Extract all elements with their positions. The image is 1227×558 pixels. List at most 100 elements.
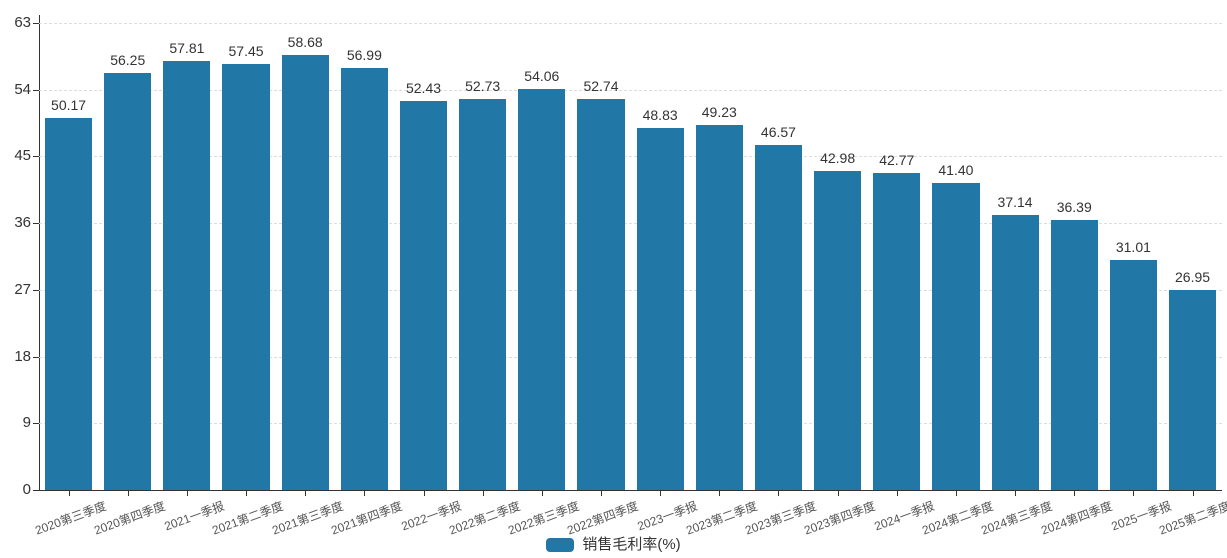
bar-slot: 57.81 2021一季报 [157, 23, 227, 533]
x-axis-tick [719, 490, 721, 496]
bar[interactable] [459, 99, 507, 490]
bar-slot: 31.01 2025一季报 [1104, 23, 1173, 533]
y-axis-tick [33, 223, 39, 225]
y-axis-tick [33, 423, 39, 425]
legend-swatch [546, 538, 575, 552]
y-axis-tick [33, 89, 39, 91]
bar[interactable] [104, 73, 152, 490]
bar[interactable] [1109, 260, 1157, 490]
bar-slot: 52.43 2022一季报 [394, 23, 463, 533]
bar-slot: 50.17 2020第三季度 [33, 23, 108, 537]
x-axis-tick [68, 490, 70, 496]
x-axis-tick [896, 490, 898, 496]
bar-value-label: 57.45 [228, 43, 264, 60]
bar-value-label: 57.81 [169, 40, 205, 57]
bar-slot: 57.45 2021第二季度 [211, 23, 286, 537]
x-axis-tick [600, 490, 602, 496]
x-axis-tick [541, 490, 543, 496]
bar[interactable] [340, 67, 388, 490]
y-axis-tick [33, 156, 39, 158]
bar[interactable] [991, 214, 1039, 490]
bar[interactable] [1050, 220, 1098, 490]
x-axis-tick [364, 490, 366, 496]
bar-value-label: 52.73 [465, 78, 501, 95]
y-axis-tick [33, 490, 39, 491]
gridline [39, 289, 1222, 291]
bar-slot: 46.57 2023第三季度 [743, 23, 818, 538]
bar-value-label: 52.74 [583, 78, 619, 95]
y-axis-line [39, 15, 40, 490]
bar-slot: 56.99 2021第四季度 [329, 23, 404, 538]
y-axis-label: 0 [22, 481, 31, 498]
x-axis-tick [837, 490, 839, 496]
bar[interactable] [163, 61, 211, 490]
x-axis-tick [1192, 490, 1194, 496]
bar-value-label: 49.23 [701, 104, 737, 121]
bar-value-label: 56.99 [346, 46, 382, 63]
bars-container: 50.17 2020第三季度 56.25 2020第四季度 57.81 2021一季报 57… [33, 23, 1227, 538]
bar[interactable] [814, 171, 862, 490]
bar-value-label: 52.43 [405, 80, 442, 97]
bar[interactable] [1168, 290, 1217, 490]
bar-value-label: 31.01 [1115, 239, 1151, 256]
legend-label: 销售毛利率(%) [582, 536, 681, 553]
legend-item-gross-margin[interactable]: 销售毛利率(%) [0, 534, 1227, 556]
x-axis-tick [186, 490, 188, 496]
x-axis-tick [423, 490, 425, 496]
bar-slot: 41.40 2024第二季度 [920, 23, 995, 537]
bar-value-label: 46.57 [760, 123, 796, 140]
bar[interactable] [281, 55, 329, 490]
x-axis-tick [127, 490, 129, 496]
plot-area: 50.17 2020第三季度 56.25 2020第四季度 57.81 2021一季报 57… [33, 23, 1227, 538]
bar-slot: 48.83 2023一季报 [631, 23, 700, 533]
bar[interactable] [45, 118, 93, 490]
bar-value-label: 42.98 [820, 150, 856, 167]
bar-slot: 26.95 2025第二季度 [1157, 23, 1227, 537]
y-axis-label: 54 [14, 80, 31, 98]
x-axis-tick [1074, 490, 1076, 496]
bar-slot: 36.39 2024第四季度 [1039, 23, 1114, 537]
bar[interactable] [932, 183, 980, 490]
bar-slot: 42.98 2023第四季度 [802, 23, 877, 537]
y-axis-tick [33, 356, 39, 358]
bar[interactable] [518, 89, 566, 490]
gridline [39, 223, 1222, 225]
y-axis-tick [33, 289, 39, 291]
x-axis-tick [778, 490, 780, 496]
bar-value-label: 48.83 [642, 107, 678, 124]
y-axis-label: 36 [14, 214, 31, 232]
y-axis-label: 9 [22, 414, 31, 432]
bar[interactable] [873, 172, 921, 490]
bar-value-label: 42.77 [879, 151, 915, 168]
bar[interactable] [399, 101, 448, 490]
bar-slot: 49.23 2023第二季度 [684, 23, 759, 538]
y-axis-tick [33, 23, 39, 24]
bar-value-label: 37.14 [997, 193, 1033, 210]
bar-slot: 56.25 2020第四季度 [92, 23, 167, 538]
bar-value-label: 26.95 [1175, 269, 1211, 286]
bar-value-label: 58.68 [287, 34, 323, 51]
bar-slot: 58.68 2021第三季度 [270, 23, 345, 538]
x-axis-tick [955, 490, 957, 496]
bar[interactable] [636, 128, 684, 490]
x-axis-tick [1133, 490, 1135, 496]
gridline [39, 23, 1222, 24]
bar-slot: 52.73 2022第二季度 [447, 23, 522, 537]
bar-value-label: 54.06 [524, 68, 560, 85]
bar-slot: 42.77 2024一季报 [867, 23, 937, 534]
x-axis-line [39, 490, 1222, 491]
bar-value-label: 50.17 [51, 97, 87, 114]
x-axis-tick [1015, 490, 1017, 496]
bar[interactable] [222, 64, 270, 490]
gridline [39, 423, 1222, 425]
bar[interactable] [754, 144, 803, 490]
x-axis-tick [246, 490, 248, 496]
gridline [39, 89, 1222, 91]
x-axis-tick [660, 490, 662, 496]
bar-value-label: 36.39 [1056, 199, 1092, 216]
bar-slot: 37.14 2024第三季度 [980, 23, 1055, 538]
bar[interactable] [577, 99, 625, 490]
bar-slot: 52.74 2022第四季度 [565, 23, 640, 538]
bar[interactable] [695, 125, 743, 490]
